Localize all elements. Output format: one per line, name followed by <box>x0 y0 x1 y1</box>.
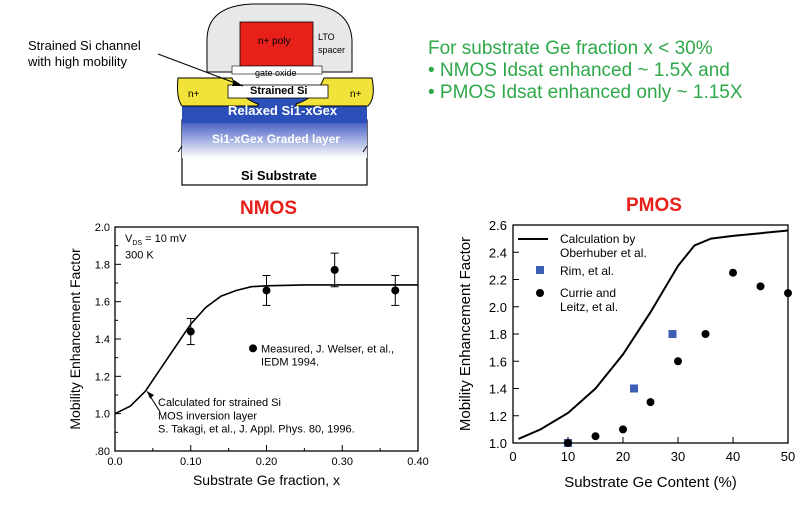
x-tick-label: 0 <box>509 449 516 464</box>
x-tick-label: 0.0 <box>107 456 122 468</box>
oxide-label: gate oxide <box>255 68 297 78</box>
y-tick-label: 1.0 <box>489 436 507 451</box>
x-axis-label: Substrate Ge Content (%) <box>564 474 737 491</box>
pmos-title: PMOS <box>626 195 682 216</box>
calculation-curve <box>518 229 789 440</box>
measured-point <box>262 286 271 295</box>
x-tick-label: 0.40 <box>407 456 428 468</box>
break-marks <box>177 145 368 153</box>
x-tick-label: 20 <box>616 449 630 464</box>
strained-si-layer <box>227 84 329 99</box>
legend-circle-marker <box>536 289 544 297</box>
summary-bullets: For substrate Ge fraction x < 30% • NMOS… <box>428 38 743 104</box>
currie-point <box>646 398 655 407</box>
plot-frame <box>512 224 789 444</box>
y-axis-label: Mobility Enhancement Factor <box>67 248 83 430</box>
currie-point <box>756 282 765 291</box>
bullet-0: For substrate Ge fraction x < 30% <box>428 38 713 59</box>
nmos-title: NMOS <box>240 198 297 219</box>
legend-currie-1: Currie and <box>560 286 616 300</box>
strained-label: Strained Si <box>250 85 307 97</box>
lto-label: LTO <box>318 32 335 42</box>
pmos-chart: 0 10 20 30 40 50 1.0 1.2 1.4 1.6 1.8 2.0 2.2 2.4 2.6 Su… <box>457 218 795 491</box>
x-tick-label: 50 <box>781 449 795 464</box>
currie-point <box>729 268 737 277</box>
calc-annotation-3: S. Takagi, et al., J. Appl. Phys. 80, 19… <box>158 423 355 435</box>
rim-point <box>668 330 677 338</box>
calc-annotation-1: Calculated for strained Si <box>158 397 281 409</box>
currie-point <box>591 432 600 441</box>
currie-point <box>564 439 572 447</box>
calculated-curve <box>114 284 418 415</box>
nmos-chart: 0.0 0.10 0.20 0.30 0.40 .80 1.0 1.2 1.4 1.6 1.8 2.0… <box>67 222 429 488</box>
device-cross-section: n+ poly LTO spacer gate oxide Strained S… <box>27 3 374 186</box>
y-tick-label: 1.4 <box>489 382 507 397</box>
measured-point <box>391 286 400 295</box>
y-tick-label: 1.2 <box>489 409 507 424</box>
channel-pointer <box>157 53 244 87</box>
relaxed-label: Relaxed Si1-xGex <box>228 103 338 118</box>
legend-square-marker <box>536 266 544 274</box>
gate-label: n+ poly <box>258 36 291 47</box>
x-tick-label: 30 <box>671 449 685 464</box>
calc-annotation-2: MOS inversion layer <box>158 410 257 422</box>
x-axis-label: Substrate Ge fraction, x <box>193 472 340 488</box>
y-tick-label: 1.4 <box>95 334 110 346</box>
y-tick-label: 2.0 <box>95 222 110 234</box>
y-tick-label: 2.6 <box>489 218 507 233</box>
gate-oxide <box>231 65 323 75</box>
currie-point <box>674 357 682 366</box>
n-right-label: n+ <box>350 89 362 100</box>
graded-layer <box>182 120 367 158</box>
rim-point <box>630 384 638 393</box>
currie-point <box>784 289 792 298</box>
currie-point <box>701 330 710 338</box>
spacer-label: spacer <box>318 45 345 55</box>
temperature-annotation: 300 K <box>125 250 154 262</box>
x-tick-label: 0.10 <box>180 456 201 468</box>
calc-pointer-head <box>147 391 154 399</box>
substrate-label: Si Substrate <box>241 168 317 183</box>
x-tick-label: 40 <box>726 449 740 464</box>
x-tick-label: 0.30 <box>332 456 353 468</box>
y-tick-label: .80 <box>95 446 110 458</box>
y-tick-label: 2.2 <box>489 273 507 288</box>
gate-poly <box>239 21 314 67</box>
n-left-label: n+ <box>188 89 200 100</box>
y-tick-label: 1.2 <box>95 371 110 383</box>
channel-label-1: Strained Si channel <box>28 38 141 53</box>
vds-annotation: VDS = 10 mV <box>125 233 187 247</box>
currie-point <box>619 425 627 434</box>
y-tick-label: 1.8 <box>95 259 110 271</box>
bullet-2: • PMOS Idsat enhanced only ~ 1.15X <box>428 82 743 103</box>
measured-point <box>186 327 195 336</box>
legend-calc-1: Calculation by <box>560 232 635 246</box>
measured-point <box>330 265 339 274</box>
y-tick-label: 2.0 <box>489 300 507 315</box>
legend-calc-2: Oberhuber et al. <box>560 246 647 260</box>
legend-currie-2: Leitz, et al. <box>560 300 618 314</box>
channel-label-2: with high mobility <box>27 54 127 69</box>
graded-label: Si1-xGex Graded layer <box>212 132 340 146</box>
y-tick-label: 1.0 <box>95 409 110 421</box>
x-tick-label: 0.20 <box>256 456 277 468</box>
legend-rim: Rim, et al. <box>560 264 614 278</box>
measured-legend-1: Measured, J. Welser, et al., <box>261 343 394 355</box>
measured-legend-marker <box>249 344 257 353</box>
y-tick-label: 2.4 <box>489 245 507 260</box>
measured-legend-2: IEDM 1994. <box>261 356 319 368</box>
y-axis-label: Mobility Enhancement Factor <box>457 237 474 431</box>
x-tick-label: 10 <box>561 449 575 464</box>
y-tick-label: 1.8 <box>489 327 507 342</box>
bullet-1: • NMOS Idsat enhanced ~ 1.5X and <box>428 60 730 81</box>
y-tick-label: 1.6 <box>489 354 507 369</box>
y-tick-label: 1.6 <box>95 297 110 309</box>
channel-pointer-head <box>232 80 243 86</box>
